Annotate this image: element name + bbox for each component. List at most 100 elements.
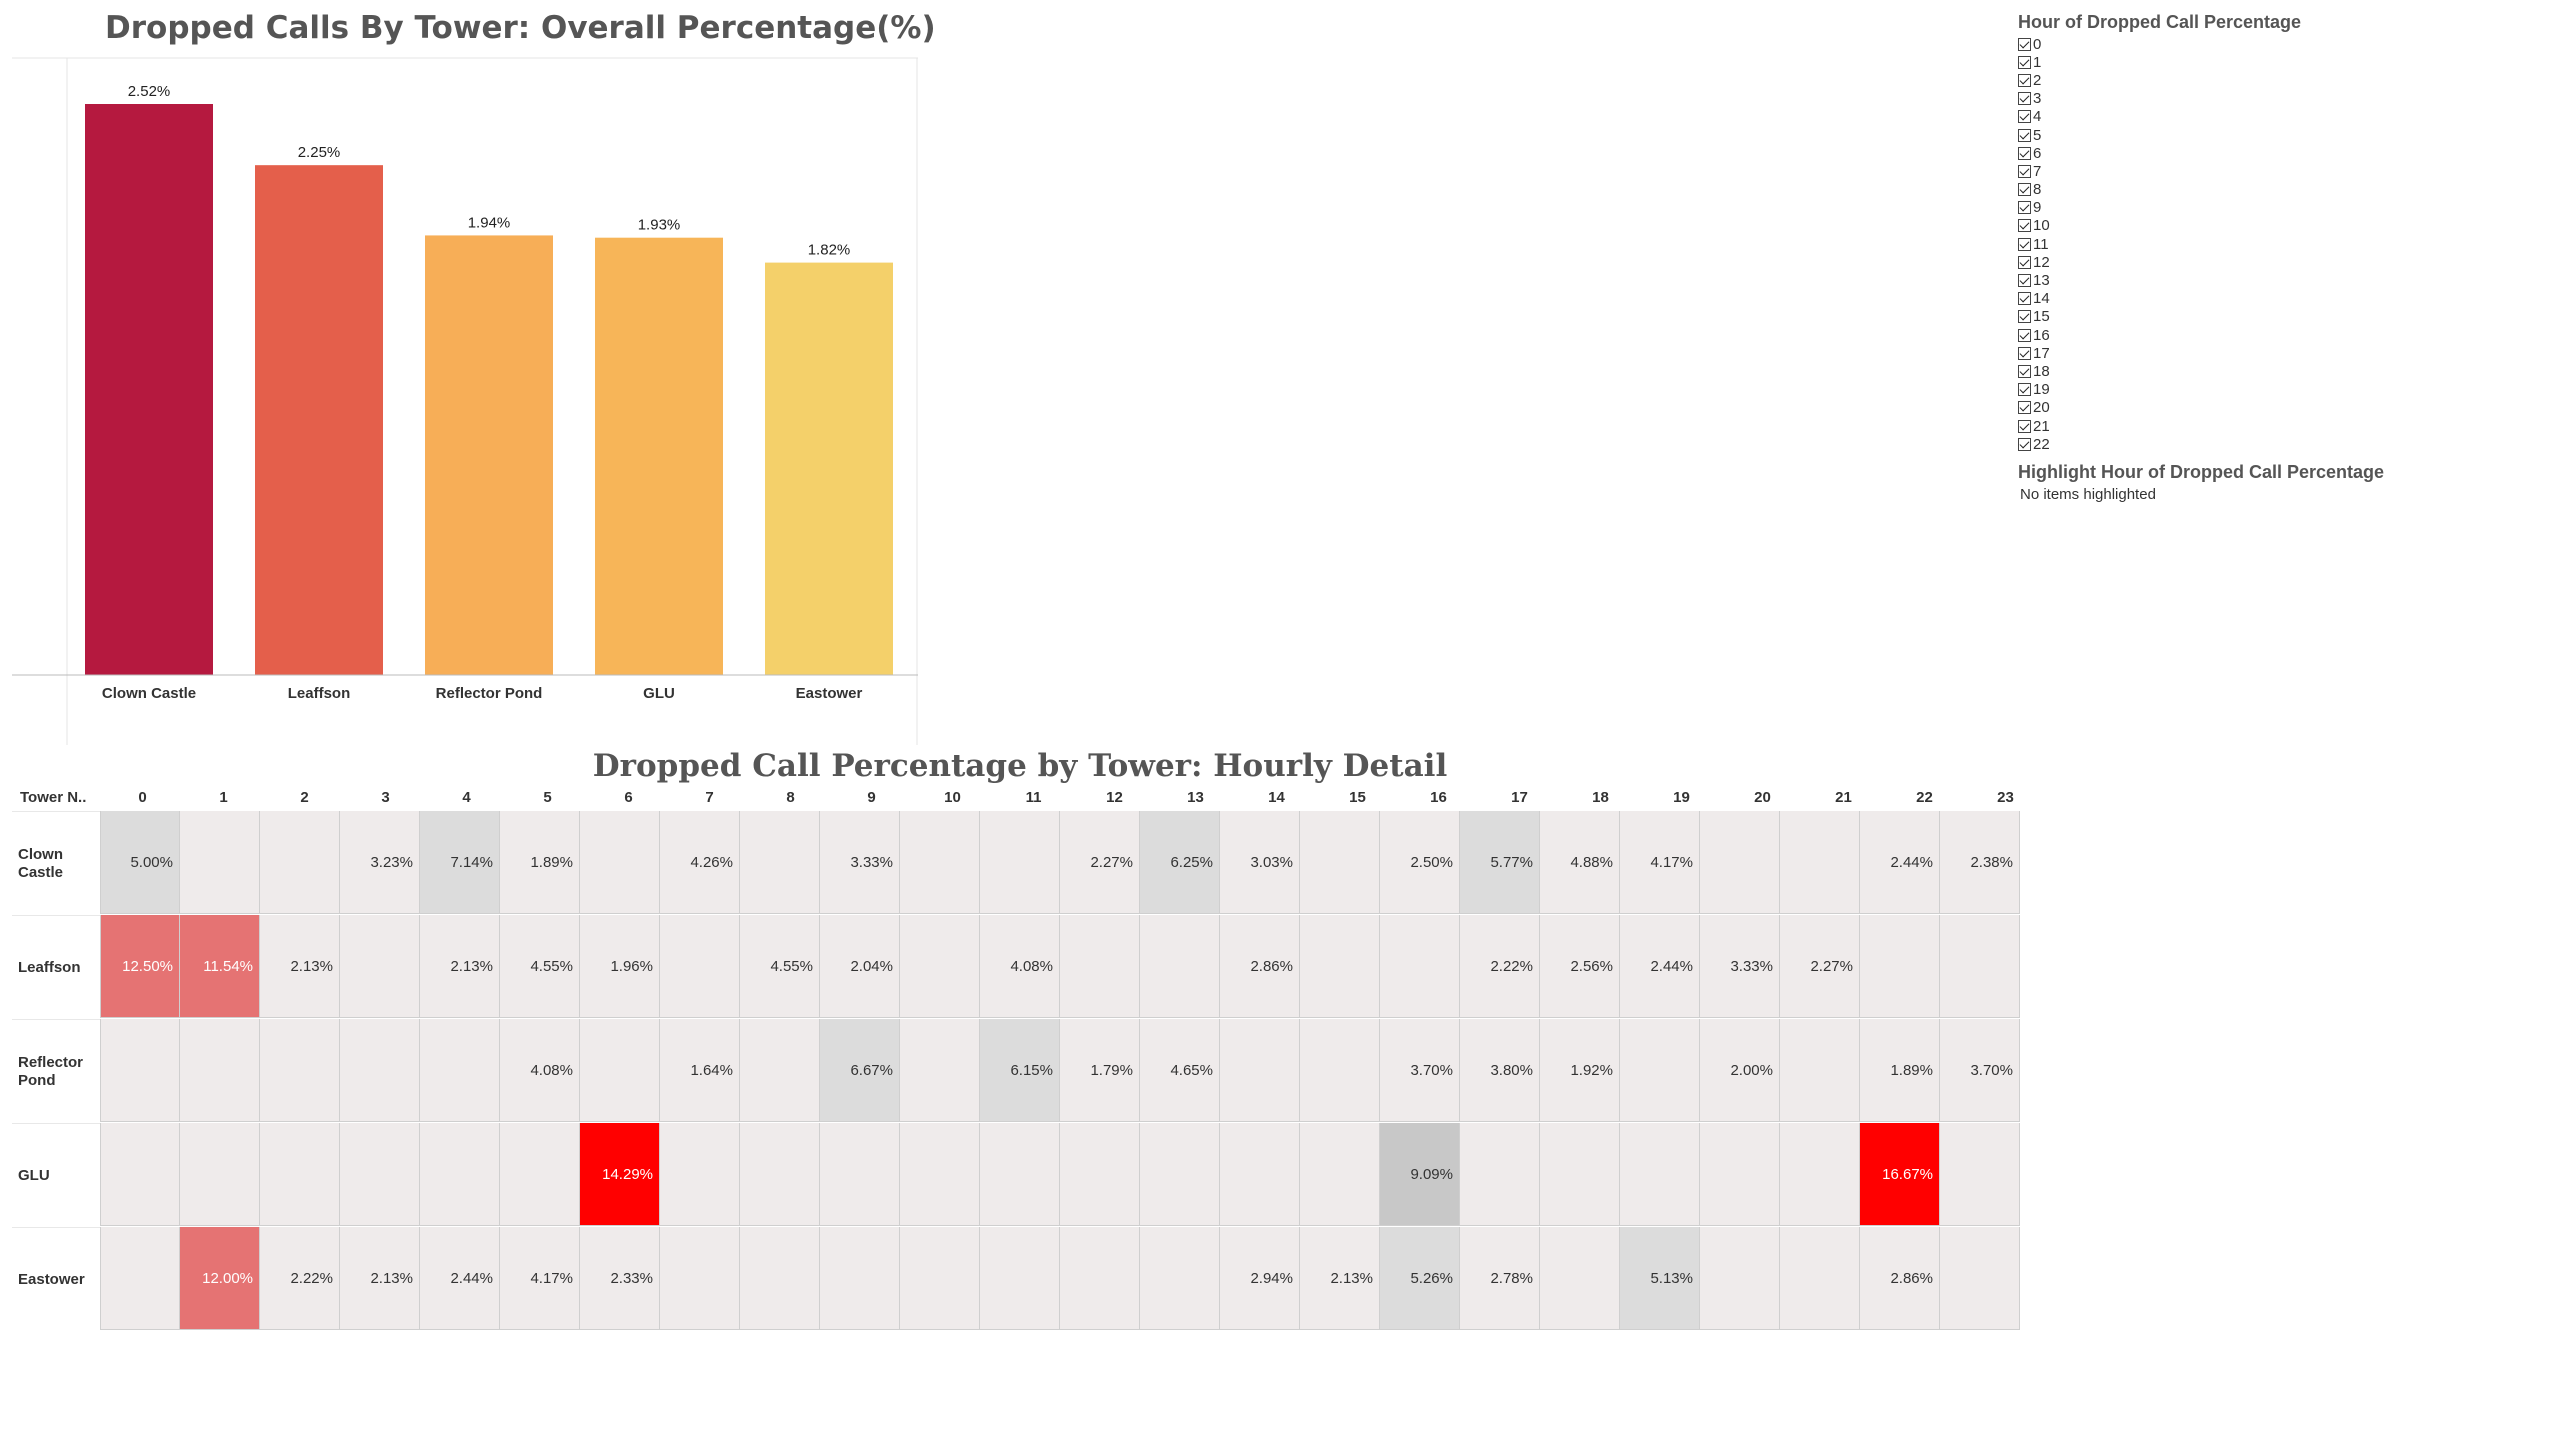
heatmap-cell[interactable] [740, 811, 820, 914]
checkbox-checked-icon[interactable] [2018, 74, 2031, 87]
heatmap-cell[interactable] [1140, 915, 1220, 1018]
heatmap-cell[interactable]: 3.33% [1700, 915, 1780, 1018]
heatmap-cell[interactable] [1140, 1123, 1220, 1226]
checkbox-checked-icon[interactable] [2018, 274, 2031, 287]
heatmap-cell[interactable] [100, 1123, 180, 1226]
heatmap-cell[interactable] [980, 1227, 1060, 1330]
heatmap-cell[interactable]: 6.25% [1140, 811, 1220, 914]
heatmap-cell[interactable] [1060, 915, 1140, 1018]
checkbox-checked-icon[interactable] [2018, 365, 2031, 378]
heatmap-cell[interactable] [420, 1019, 500, 1122]
heatmap-cell[interactable]: 6.15% [980, 1019, 1060, 1122]
checkbox-checked-icon[interactable] [2018, 92, 2031, 105]
heatmap-cell[interactable]: 4.88% [1540, 811, 1620, 914]
heatmap-cell[interactable] [980, 1123, 1060, 1226]
checkbox-checked-icon[interactable] [2018, 110, 2031, 123]
heatmap-cell[interactable] [340, 1019, 420, 1122]
heatmap-cell[interactable] [1780, 1227, 1860, 1330]
heatmap-cell[interactable] [1940, 1123, 2020, 1226]
heatmap-cell[interactable]: 11.54% [180, 915, 260, 1018]
hour-filter-item[interactable]: 10 [2018, 217, 2301, 235]
hour-filter-item[interactable]: 18 [2018, 362, 2301, 380]
hour-filter-item[interactable]: 2 [2018, 71, 2301, 89]
heatmap-cell[interactable]: 2.27% [1780, 915, 1860, 1018]
bar-clown-castle[interactable] [85, 104, 213, 675]
heatmap-cell[interactable]: 7.14% [420, 811, 500, 914]
heatmap-cell[interactable] [900, 1019, 980, 1122]
heatmap-cell[interactable]: 4.08% [500, 1019, 580, 1122]
heatmap-cell[interactable] [660, 915, 740, 1018]
hour-filter-item[interactable]: 17 [2018, 344, 2301, 362]
heatmap-cell[interactable]: 2.00% [1700, 1019, 1780, 1122]
checkbox-checked-icon[interactable] [2018, 165, 2031, 178]
heatmap-cell[interactable]: 2.44% [420, 1227, 500, 1330]
checkbox-checked-icon[interactable] [2018, 329, 2031, 342]
heatmap-cell[interactable] [900, 811, 980, 914]
heatmap-cell[interactable] [180, 1019, 260, 1122]
heatmap-cell[interactable]: 4.08% [980, 915, 1060, 1018]
heatmap-cell[interactable]: 1.96% [580, 915, 660, 1018]
heatmap-cell[interactable] [1300, 915, 1380, 1018]
heatmap-cell[interactable] [1780, 811, 1860, 914]
heatmap-cell[interactable]: 6.67% [820, 1019, 900, 1122]
checkbox-checked-icon[interactable] [2018, 201, 2031, 214]
heatmap-cell[interactable] [260, 811, 340, 914]
heatmap-cell[interactable]: 1.79% [1060, 1019, 1140, 1122]
heatmap-cell[interactable] [1860, 915, 1940, 1018]
heatmap-cell[interactable] [820, 1123, 900, 1226]
heatmap-cell[interactable]: 3.80% [1460, 1019, 1540, 1122]
hour-filter-item[interactable]: 5 [2018, 126, 2301, 144]
heatmap-cell[interactable]: 2.38% [1940, 811, 2020, 914]
heatmap-cell[interactable] [900, 1227, 980, 1330]
checkbox-checked-icon[interactable] [2018, 183, 2031, 196]
heatmap-cell[interactable]: 4.55% [740, 915, 820, 1018]
hour-filter-item[interactable]: 9 [2018, 199, 2301, 217]
heatmap-cell[interactable]: 4.65% [1140, 1019, 1220, 1122]
heatmap-cell[interactable]: 3.70% [1380, 1019, 1460, 1122]
checkbox-checked-icon[interactable] [2018, 238, 2031, 251]
heatmap-cell[interactable]: 4.17% [1620, 811, 1700, 914]
checkbox-checked-icon[interactable] [2018, 383, 2031, 396]
bar-leaffson[interactable] [255, 165, 383, 675]
heatmap-cell[interactable]: 2.50% [1380, 811, 1460, 914]
hour-filter-item[interactable]: 22 [2018, 435, 2301, 453]
heatmap-cell[interactable] [1300, 811, 1380, 914]
hour-filter-list[interactable]: 0 1 2 3 4 5 6 7 8 9 10 11 12 13 14 15 16 17 18 19 20 21 22 [2018, 35, 2301, 474]
heatmap-cell[interactable] [900, 915, 980, 1018]
checkbox-checked-icon[interactable] [2018, 56, 2031, 69]
heatmap-cell[interactable] [1700, 1123, 1780, 1226]
checkbox-checked-icon[interactable] [2018, 347, 2031, 360]
heatmap-cell[interactable]: 2.86% [1220, 915, 1300, 1018]
heatmap-cell[interactable] [580, 1019, 660, 1122]
heatmap-cell[interactable]: 4.26% [660, 811, 740, 914]
bar-eastower[interactable] [765, 263, 893, 675]
heatmap-cell[interactable]: 3.23% [340, 811, 420, 914]
heatmap-cell[interactable]: 3.70% [1940, 1019, 2020, 1122]
checkbox-checked-icon[interactable] [2018, 129, 2031, 142]
heatmap-cell[interactable] [100, 1019, 180, 1122]
hour-filter-item[interactable]: 3 [2018, 90, 2301, 108]
heatmap-cell[interactable]: 12.50% [100, 915, 180, 1018]
heatmap-cell[interactable] [180, 811, 260, 914]
heatmap-cell[interactable]: 5.00% [100, 811, 180, 914]
heatmap-cell[interactable] [1620, 1123, 1700, 1226]
heatmap-cell[interactable] [100, 1227, 180, 1330]
heatmap-cell[interactable]: 2.13% [260, 915, 340, 1018]
checkbox-checked-icon[interactable] [2018, 420, 2031, 433]
heatmap-cell[interactable]: 4.55% [500, 915, 580, 1018]
heatmap-cell[interactable] [980, 811, 1060, 914]
heatmap-cell[interactable] [500, 1123, 580, 1226]
heatmap-cell[interactable] [740, 1227, 820, 1330]
hour-filter-item[interactable]: 1 [2018, 53, 2301, 71]
heatmap-cell[interactable] [260, 1123, 340, 1226]
hour-filter-item[interactable]: 12 [2018, 253, 2301, 271]
heatmap-cell[interactable] [740, 1123, 820, 1226]
heatmap-cell[interactable]: 1.89% [1860, 1019, 1940, 1122]
heatmap-cell[interactable] [1940, 1227, 2020, 1330]
heatmap-cell[interactable]: 2.22% [260, 1227, 340, 1330]
heatmap-cell[interactable]: 1.64% [660, 1019, 740, 1122]
checkbox-checked-icon[interactable] [2018, 401, 2031, 414]
heatmap-cell[interactable]: 2.86% [1860, 1227, 1940, 1330]
heatmap-cell[interactable] [1300, 1019, 1380, 1122]
hour-filter-item[interactable]: 14 [2018, 290, 2301, 308]
